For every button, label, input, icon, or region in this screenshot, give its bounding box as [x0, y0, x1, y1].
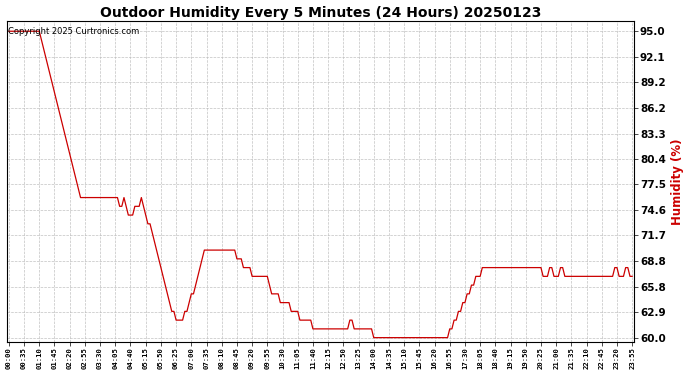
- Y-axis label: Humidity (%): Humidity (%): [671, 138, 684, 225]
- Text: Copyright 2025 Curtronics.com: Copyright 2025 Curtronics.com: [8, 27, 139, 36]
- Title: Outdoor Humidity Every 5 Minutes (24 Hours) 20250123: Outdoor Humidity Every 5 Minutes (24 Hou…: [100, 6, 541, 20]
